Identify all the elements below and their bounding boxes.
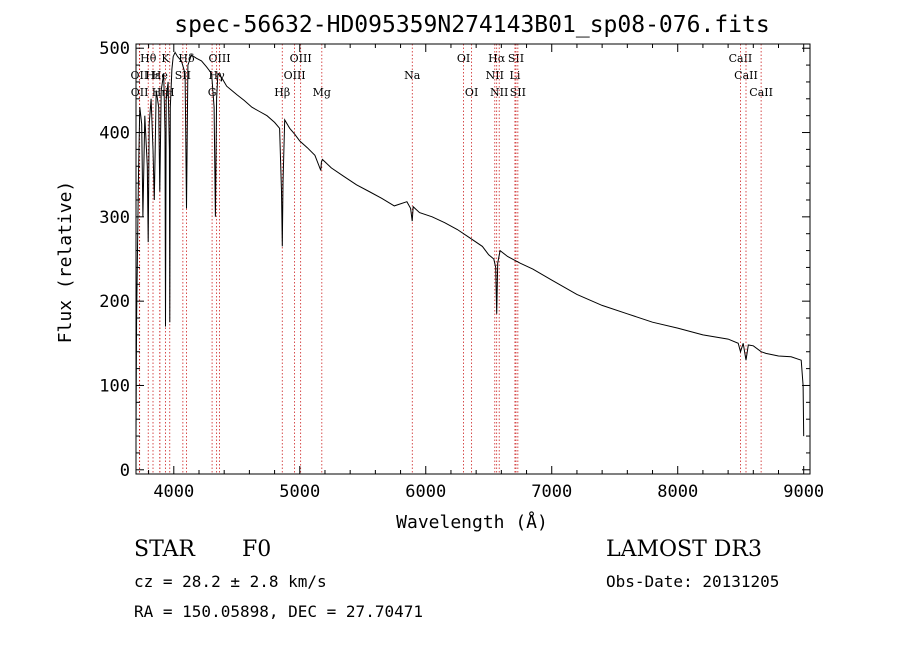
line-label-15: OIII (290, 52, 312, 65)
line-label-21: Hα (488, 52, 506, 65)
axis-ticks: 4000 5000 6000 7000 8000 9000 0 100 200 300 400 500 (99, 39, 824, 502)
chart-title: spec-56632-HD095359N274143B01_sp08-076.f… (174, 12, 769, 38)
redshift-value: cz = 28.2 ± 2.8 km/s (134, 572, 327, 591)
y-tick-label-1: 100 (99, 376, 130, 396)
line-label-11: OIII (208, 52, 230, 65)
line-label-1: OII (131, 86, 149, 99)
object-class: STAR (134, 537, 195, 562)
x-tick-label-1: 5000 (279, 482, 320, 502)
y-tick-label-5: 500 (99, 39, 130, 59)
y-tick-label-3: 300 (99, 208, 130, 228)
line-label-17: Na (404, 69, 421, 82)
line-label-13: Hβ (274, 86, 290, 99)
line-label-19: OI (465, 86, 478, 99)
line-label-25: SII (510, 86, 526, 99)
y-axis-label: Flux (relative) (55, 181, 76, 344)
line-label-6: K (161, 52, 170, 65)
spectrum-line-0 (135, 51, 805, 437)
y-tick-label-0: 0 (120, 461, 130, 481)
line-label-3: Hε (145, 69, 161, 82)
line-label-7: H (165, 86, 175, 99)
line-label-28: CaII (749, 86, 773, 99)
line-label-26: CaII (729, 52, 753, 65)
line-label-14: OIII (284, 69, 306, 82)
plot-frame (135, 43, 811, 475)
line-label-18: OI (457, 52, 470, 65)
emission-line-markers: OIIOIIHθHεHeHηKHSIIHδGOIIIHγHβOIIIOIIIMg… (131, 44, 773, 474)
x-tick-label-3: 7000 (531, 482, 572, 502)
line-label-20: NII (486, 69, 504, 82)
x-tick-label-4: 8000 (657, 482, 698, 502)
x-tick-label-5: 9000 (783, 482, 824, 502)
line-label-10: G (208, 86, 217, 99)
observation-date: Obs-Date: 20131205 (606, 572, 780, 591)
line-label-23: Li (510, 69, 521, 82)
line-label-16: Mg (313, 86, 331, 99)
line-label-12: Hγ (209, 69, 226, 82)
x-tick-label-0: 4000 (153, 482, 194, 502)
x-tick-label-2: 6000 (405, 482, 446, 502)
spectrum-chart: spec-56632-HD095359N274143B01_sp08-076.f… (55, 12, 824, 533)
y-tick-label-4: 400 (99, 124, 130, 144)
spectrum-series (135, 51, 805, 437)
line-label-2: Hθ (140, 52, 157, 65)
line-label-24: SII (508, 52, 524, 65)
x-axis-label: Wavelength (Å) (396, 511, 548, 533)
line-label-9: Hδ (178, 52, 195, 65)
survey-name: LAMOST DR3 (606, 537, 762, 562)
line-label-22: NII (490, 86, 508, 99)
line-label-27: CaII (734, 69, 758, 82)
spectral-subclass: F0 (242, 537, 272, 562)
coordinates: RA = 150.05898, DEC = 27.70471 (134, 602, 423, 621)
y-tick-label-2: 200 (99, 292, 130, 312)
line-label-8: SII (175, 69, 191, 82)
